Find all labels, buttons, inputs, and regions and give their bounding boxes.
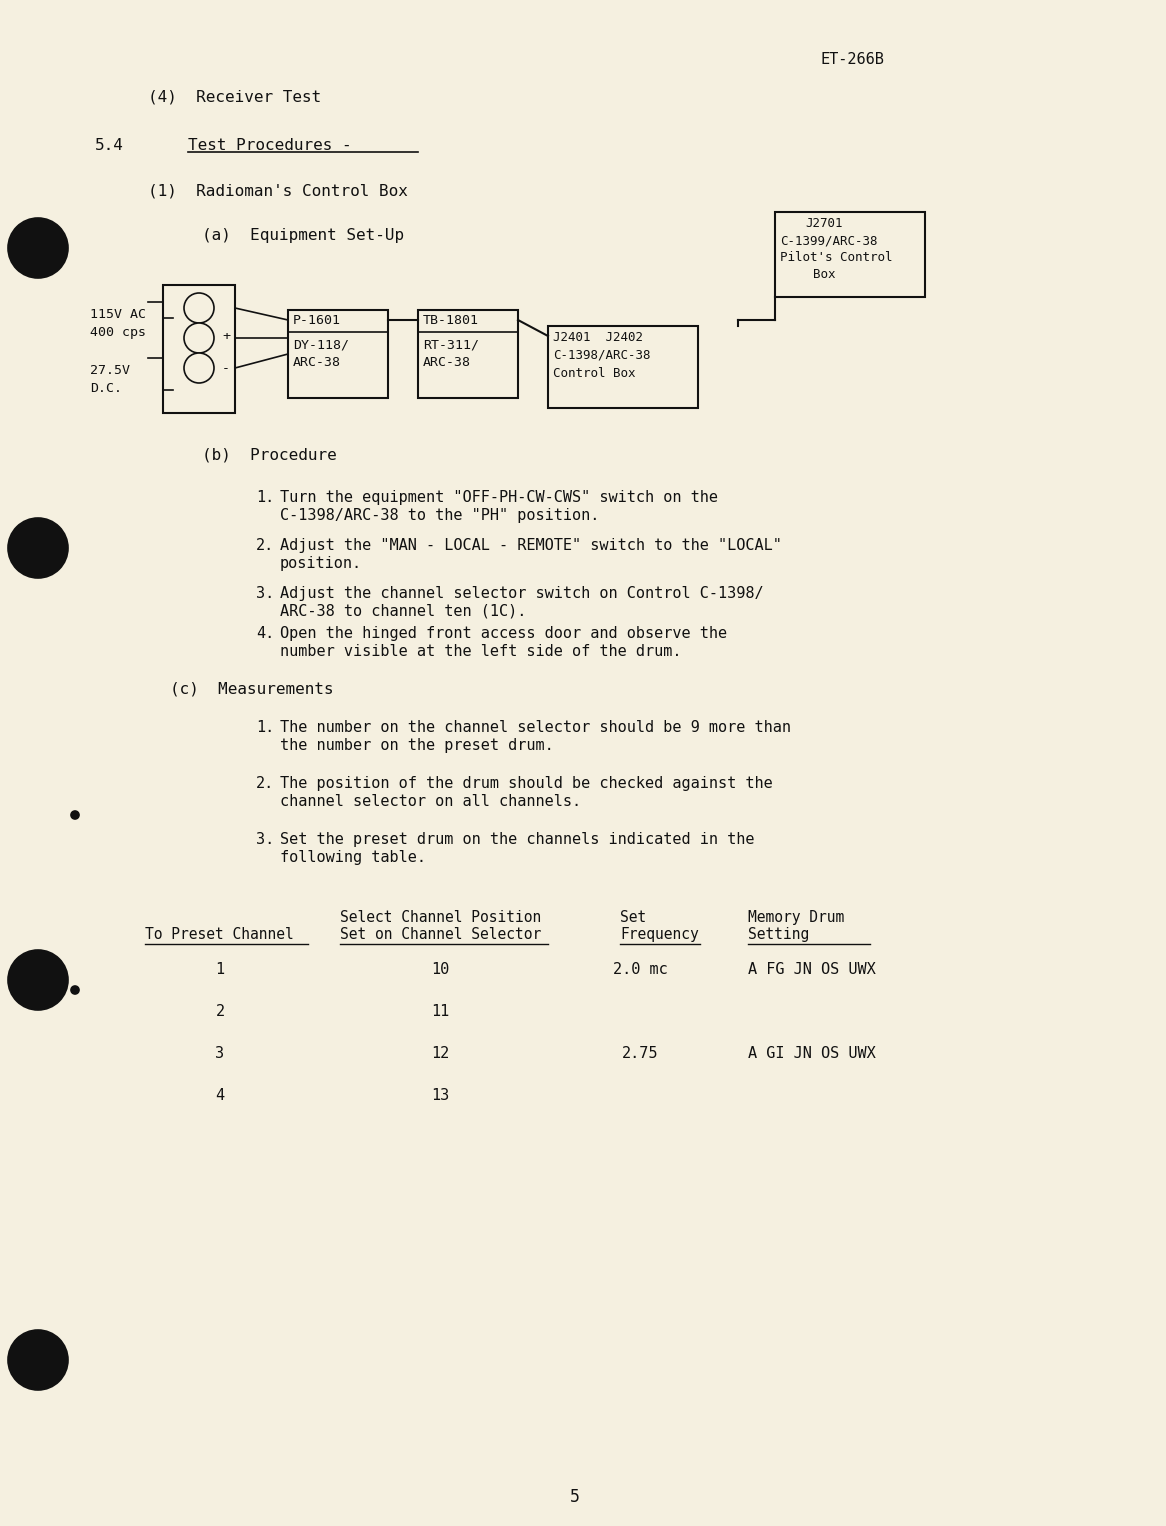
Text: D.C.: D.C.	[90, 382, 122, 395]
Text: 13: 13	[431, 1088, 449, 1103]
Text: C-1398/ARC-38 to the "PH" position.: C-1398/ARC-38 to the "PH" position.	[280, 508, 599, 523]
Text: 5.4: 5.4	[94, 137, 124, 153]
Text: (b)  Procedure: (b) Procedure	[202, 449, 337, 462]
Text: TB-1801: TB-1801	[423, 314, 479, 327]
Circle shape	[71, 986, 79, 993]
Circle shape	[8, 1331, 68, 1390]
Text: Set the preset drum on the channels indicated in the: Set the preset drum on the channels indi…	[280, 832, 754, 847]
Text: 12: 12	[431, 1045, 449, 1061]
Text: -: -	[222, 362, 230, 375]
Text: 1.: 1.	[257, 720, 274, 736]
Text: 2.0 mc: 2.0 mc	[612, 961, 667, 977]
Text: ET-266B: ET-266B	[820, 52, 884, 67]
Text: Set on Channel Selector: Set on Channel Selector	[340, 926, 541, 942]
Text: J2701: J2701	[805, 217, 843, 230]
Text: The position of the drum should be checked against the: The position of the drum should be check…	[280, 777, 773, 790]
Text: the number on the preset drum.: the number on the preset drum.	[280, 739, 554, 752]
Text: ARC-38 to channel ten (1C).: ARC-38 to channel ten (1C).	[280, 604, 526, 620]
Text: following table.: following table.	[280, 850, 426, 865]
Text: number visible at the left side of the drum.: number visible at the left side of the d…	[280, 644, 681, 659]
Text: Box: Box	[813, 269, 836, 281]
Text: Adjust the channel selector switch on Control C-1398/: Adjust the channel selector switch on Co…	[280, 586, 764, 601]
Circle shape	[184, 353, 215, 383]
Text: Test Procedures -: Test Procedures -	[188, 137, 352, 153]
Text: 4: 4	[216, 1088, 225, 1103]
FancyBboxPatch shape	[775, 212, 925, 298]
Text: To Preset Channel: To Preset Channel	[145, 926, 294, 942]
Text: 27.5V: 27.5V	[90, 365, 129, 377]
Text: DY-118/: DY-118/	[293, 337, 349, 351]
Text: 3.: 3.	[257, 832, 274, 847]
Text: 3: 3	[216, 1045, 225, 1061]
Text: ARC-38: ARC-38	[293, 356, 340, 369]
Text: ARC-38: ARC-38	[423, 356, 471, 369]
Text: (4)  Receiver Test: (4) Receiver Test	[148, 90, 322, 105]
Text: 2.: 2.	[257, 539, 274, 552]
Text: Select Channel Position: Select Channel Position	[340, 909, 541, 925]
Text: Set: Set	[620, 909, 646, 925]
Text: Turn the equipment "OFF-PH-CW-CWS" switch on the: Turn the equipment "OFF-PH-CW-CWS" switc…	[280, 490, 718, 505]
Text: Frequency: Frequency	[620, 926, 698, 942]
Text: (c)  Measurements: (c) Measurements	[170, 682, 333, 697]
Circle shape	[71, 810, 79, 819]
Text: 1: 1	[216, 961, 225, 977]
Text: 2.: 2.	[257, 777, 274, 790]
Text: Setting: Setting	[749, 926, 809, 942]
Text: 2: 2	[216, 1004, 225, 1019]
Text: P-1601: P-1601	[293, 314, 340, 327]
Text: Control Box: Control Box	[553, 366, 635, 380]
Text: channel selector on all channels.: channel selector on all channels.	[280, 794, 581, 809]
Circle shape	[184, 324, 215, 353]
Text: (1)  Radioman's Control Box: (1) Radioman's Control Box	[148, 185, 408, 198]
Text: C-1399/ARC-38: C-1399/ARC-38	[780, 233, 878, 247]
Text: 10: 10	[431, 961, 449, 977]
Text: 115V AC: 115V AC	[90, 308, 146, 320]
Circle shape	[184, 293, 215, 324]
Text: (a)  Equipment Set-Up: (a) Equipment Set-Up	[202, 227, 405, 243]
Text: Open the hinged front access door and observe the: Open the hinged front access door and ob…	[280, 626, 728, 641]
Text: The number on the channel selector should be 9 more than: The number on the channel selector shoul…	[280, 720, 791, 736]
Text: J2401  J2402: J2401 J2402	[553, 331, 642, 343]
Text: A FG JN OS UWX: A FG JN OS UWX	[749, 961, 876, 977]
Text: 2.75: 2.75	[621, 1045, 659, 1061]
Text: 1.: 1.	[257, 490, 274, 505]
Text: C-1398/ARC-38: C-1398/ARC-38	[553, 349, 651, 362]
Text: 5: 5	[570, 1488, 580, 1506]
Text: +: +	[222, 330, 230, 343]
Circle shape	[8, 218, 68, 278]
Text: 3.: 3.	[257, 586, 274, 601]
Text: RT-311/: RT-311/	[423, 337, 479, 351]
Text: 400 cps: 400 cps	[90, 327, 146, 339]
Circle shape	[8, 951, 68, 1010]
Text: 4.: 4.	[257, 626, 274, 641]
Text: Adjust the "MAN - LOCAL - REMOTE" switch to the "LOCAL": Adjust the "MAN - LOCAL - REMOTE" switch…	[280, 539, 782, 552]
Text: Memory Drum: Memory Drum	[749, 909, 844, 925]
Text: A GI JN OS UWX: A GI JN OS UWX	[749, 1045, 876, 1061]
FancyBboxPatch shape	[548, 327, 698, 407]
Circle shape	[8, 517, 68, 578]
Text: 11: 11	[431, 1004, 449, 1019]
Text: position.: position.	[280, 555, 363, 571]
FancyBboxPatch shape	[288, 310, 388, 398]
FancyBboxPatch shape	[163, 285, 236, 414]
FancyBboxPatch shape	[417, 310, 518, 398]
Text: Pilot's Control: Pilot's Control	[780, 250, 892, 264]
